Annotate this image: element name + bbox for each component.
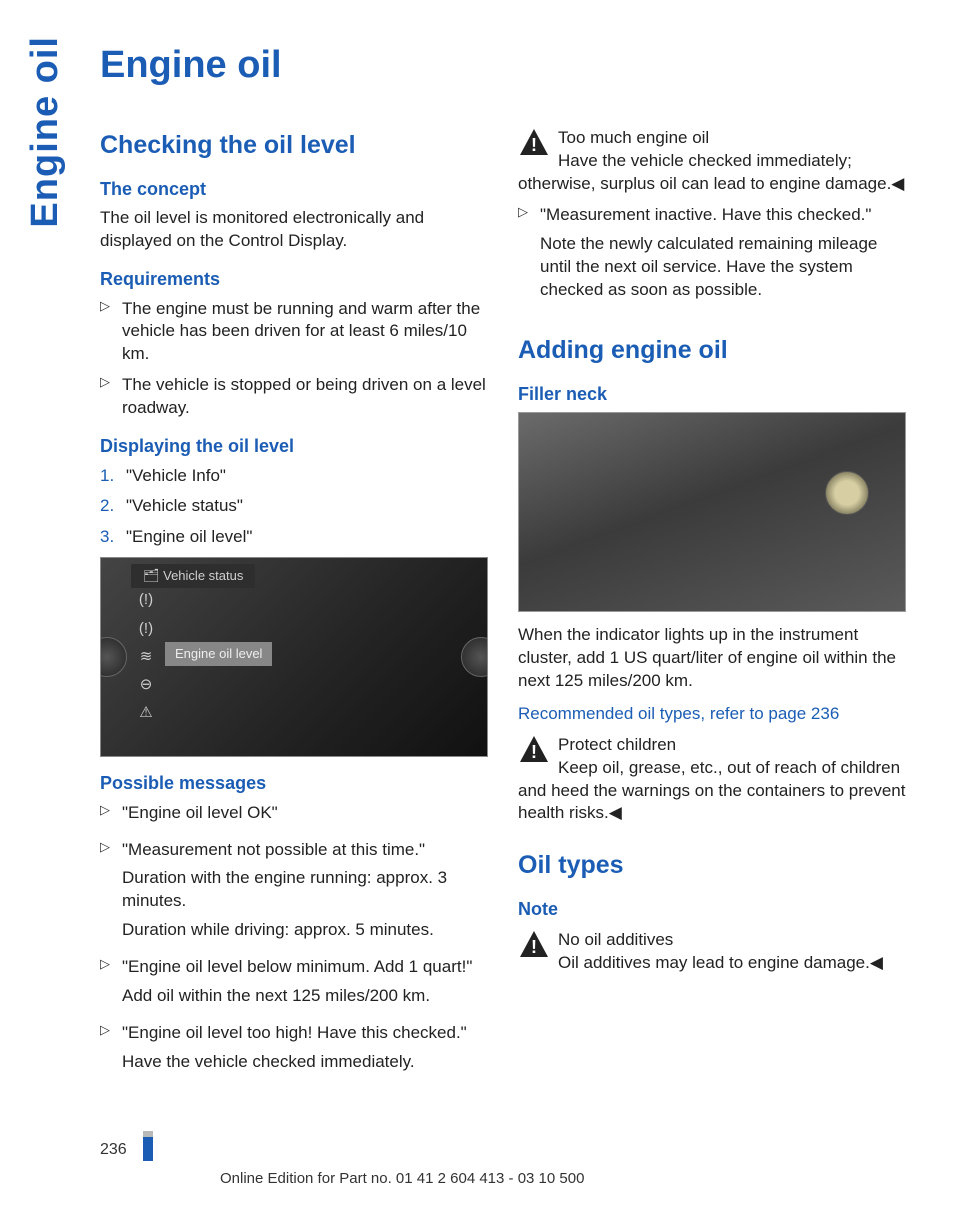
- svg-text:!: !: [531, 937, 537, 957]
- list-text: "Engine oil level below minimum. Add 1 q…: [122, 956, 488, 1014]
- warning-protect-children: ! Protect children Keep oil, grease, etc…: [518, 734, 906, 826]
- heading-requirements: Requirements: [100, 267, 488, 291]
- status-icon: ⊖: [131, 675, 161, 695]
- msg-line: "Engine oil level below minimum. Add 1 q…: [122, 956, 488, 979]
- left-column: Checking the oil level The concept The o…: [100, 119, 488, 1088]
- step-number: 2.: [100, 495, 126, 518]
- warning-body: Have the vehicle checked immediately; ot…: [518, 151, 904, 193]
- page-body: Engine oil Checking the oil level The co…: [0, 0, 954, 1088]
- knob-left-icon: [100, 637, 127, 677]
- footer-text: Online Edition for Part no. 01 41 2 604 …: [100, 1169, 906, 1189]
- page-footer: 236 Online Edition for Part no. 01 41 2 …: [100, 1131, 906, 1189]
- msg-line: "Engine oil level OK": [122, 802, 488, 825]
- list-item: ▷ "Engine oil level too high! Have this …: [100, 1022, 488, 1080]
- screenshot-icon-column: (!) (!) ≋ ⊖ ⚠: [131, 590, 161, 723]
- list-text: "Engine oil level OK": [122, 802, 488, 831]
- list-text: "Vehicle Info": [126, 465, 488, 488]
- warning-title: Protect children: [558, 735, 676, 754]
- screenshot-title-text: Vehicle status: [163, 568, 243, 583]
- filler-text: When the indicator lights up in the inst…: [518, 624, 906, 693]
- msg-line: "Measurement inactive. Have this checked…: [540, 204, 906, 227]
- heading-oil-types: Oil types: [518, 849, 906, 883]
- msg-line: Add oil within the next 125 miles/200 km…: [122, 985, 488, 1008]
- msg-line: Note the newly calculated remaining mile…: [540, 233, 906, 302]
- engine-bay-image: [518, 412, 906, 612]
- warning-title: Too much engine oil: [558, 128, 709, 147]
- list-item: ▷ "Measurement inactive. Have this check…: [518, 204, 906, 308]
- heading-concept: The concept: [100, 177, 488, 201]
- warning-no-additives: ! No oil additives Oil additives may lea…: [518, 929, 906, 975]
- bullet-icon: ▷: [100, 297, 122, 366]
- list-text: "Engine oil level too high! Have this ch…: [122, 1022, 488, 1080]
- warning-title: No oil additives: [558, 930, 673, 949]
- bullet-icon: ▷: [100, 955, 122, 1013]
- page-marker-icon: [143, 1131, 153, 1161]
- knob-right-icon: [461, 637, 488, 677]
- heading-displaying: Displaying the oil level: [100, 434, 488, 458]
- heading-possible-messages: Possible messages: [100, 771, 488, 795]
- warning-body: Keep oil, grease, etc., out of reach of …: [518, 758, 906, 823]
- list-item: ▷ "Engine oil level OK": [100, 802, 488, 831]
- list-text: "Engine oil level": [126, 526, 488, 549]
- inactive-list: ▷ "Measurement inactive. Have this check…: [518, 204, 906, 308]
- list-item: 3. "Engine oil level": [100, 526, 488, 549]
- page-title: Engine oil: [100, 40, 906, 91]
- side-tab: Engine oil: [20, 36, 71, 228]
- screenshot-highlight-row: Engine oil level: [165, 642, 272, 666]
- recommended-oil-link[interactable]: Recommended oil types, refer to page 236: [518, 703, 906, 726]
- list-text: The engine must be running and warm afte…: [122, 298, 488, 367]
- folder-icon: 🗂: [143, 568, 163, 583]
- msg-line: Duration while driving: approx. 5 minute…: [122, 919, 488, 942]
- step-number: 3.: [100, 526, 126, 549]
- two-column-layout: Checking the oil level The concept The o…: [100, 119, 906, 1088]
- msg-line: Have the vehicle checked immediately.: [122, 1051, 488, 1074]
- concept-text: The oil level is monitored electronicall…: [100, 207, 488, 253]
- messages-list: ▷ "Engine oil level OK" ▷ "Measurement n…: [100, 802, 488, 1080]
- page-number: 236: [100, 1139, 139, 1161]
- warning-icon: !: [518, 127, 550, 164]
- control-display-screenshot: 🗂 Vehicle status (!) (!) ≋ ⊖ ⚠ Engine oi…: [100, 557, 488, 757]
- list-item: 1. "Vehicle Info": [100, 465, 488, 488]
- bullet-icon: ▷: [100, 373, 122, 419]
- warning-too-much-oil: ! Too much engine oil Have the vehicle c…: [518, 127, 906, 196]
- bullet-icon: ▷: [100, 838, 122, 948]
- msg-line: "Engine oil level too high! Have this ch…: [122, 1022, 488, 1045]
- list-item: 2. "Vehicle status": [100, 495, 488, 518]
- warning-body: Oil additives may lead to engine damage.…: [558, 953, 883, 972]
- heading-adding: Adding engine oil: [518, 334, 906, 368]
- warning-icon: !: [518, 929, 550, 966]
- bullet-icon: ▷: [100, 801, 122, 830]
- heading-filler-neck: Filler neck: [518, 382, 906, 406]
- requirements-list: ▷ The engine must be running and warm af…: [100, 298, 488, 421]
- svg-text:!: !: [531, 135, 537, 155]
- msg-line: "Measurement not possible at this time.": [122, 839, 488, 862]
- heading-note: Note: [518, 897, 906, 921]
- msg-line: Duration with the engine running: approx…: [122, 867, 488, 913]
- status-icon: (!): [131, 590, 161, 610]
- steps-list: 1. "Vehicle Info" 2. "Vehicle status" 3.…: [100, 465, 488, 550]
- right-column: ! Too much engine oil Have the vehicle c…: [518, 119, 906, 1088]
- list-item: ▷ "Measurement not possible at this time…: [100, 839, 488, 949]
- svg-text:!: !: [531, 742, 537, 762]
- list-text: The vehicle is stopped or being driven o…: [122, 374, 488, 420]
- warning-icon: !: [518, 734, 550, 771]
- status-icon: ≋: [131, 647, 161, 667]
- bullet-icon: ▷: [100, 1021, 122, 1079]
- list-text: "Measurement inactive. Have this checked…: [540, 204, 906, 308]
- screenshot-title: 🗂 Vehicle status: [131, 564, 255, 588]
- status-icon: ⚠: [131, 703, 161, 723]
- list-text: "Measurement not possible at this time."…: [122, 839, 488, 949]
- heading-checking: Checking the oil level: [100, 129, 488, 163]
- list-item: ▷ The vehicle is stopped or being driven…: [100, 374, 488, 420]
- step-number: 1.: [100, 465, 126, 488]
- list-item: ▷ The engine must be running and warm af…: [100, 298, 488, 367]
- list-item: ▷ "Engine oil level below minimum. Add 1…: [100, 956, 488, 1014]
- list-text: "Vehicle status": [126, 495, 488, 518]
- status-icon: (!): [131, 619, 161, 639]
- bullet-icon: ▷: [518, 203, 540, 307]
